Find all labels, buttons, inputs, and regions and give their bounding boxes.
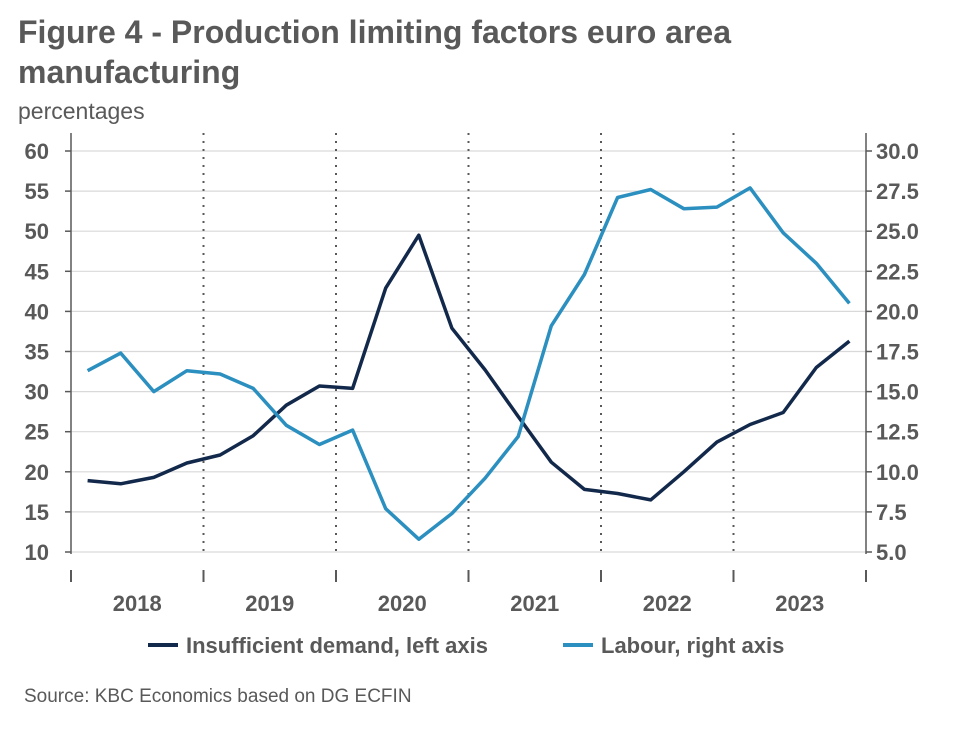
x-tick-label: 2023 (775, 591, 824, 616)
right-tick-label: 5.0 (876, 540, 907, 565)
axes (65, 133, 872, 582)
right-tick-label: 25.0 (876, 219, 919, 244)
right-tick-label: 30.0 (876, 139, 919, 164)
x-tick-label: 2022 (643, 591, 692, 616)
left-tick-label: 55 (25, 179, 49, 204)
right-tick-label: 10.0 (876, 460, 919, 485)
left-tick-label: 40 (25, 299, 49, 324)
x-tick-label: 2020 (378, 591, 427, 616)
legend: Insufficient demand, left axis Labour, ri… (148, 633, 784, 658)
chart-subtitle: percentages (18, 98, 145, 124)
series-line-demand (87, 233, 851, 502)
x-tick-label: 2021 (510, 591, 559, 616)
left-tick-label: 60 (25, 139, 49, 164)
x-tick-label: 2019 (245, 591, 294, 616)
left-tick-label: 15 (25, 500, 49, 525)
left-tick-label: 45 (25, 259, 49, 284)
right-tick-label: 15.0 (876, 380, 919, 405)
series-line-labour (86, 186, 851, 541)
source-note: Source: KBC Economics based on DG ECFIN (24, 686, 412, 707)
left-tick-label: 20 (25, 460, 49, 485)
right-tick-label: 20.0 (876, 299, 919, 324)
legend-label: Labour, right axis (601, 633, 784, 658)
left-tick-label: 35 (25, 340, 49, 365)
chart-title: Figure 4 - Production limiting factors e… (18, 14, 731, 90)
legend-label: Insufficient demand, left axis (186, 633, 488, 658)
x-axis-ticks: 2018 2019 2020 2021 2022 2023 (113, 591, 824, 616)
gridlines (71, 150, 866, 553)
right-tick-label: 22.5 (876, 259, 919, 284)
x-tick-label: 2018 (113, 591, 162, 616)
year-separators (202, 133, 735, 552)
left-tick-label: 10 (25, 540, 49, 565)
right-tick-label: 7.5 (876, 500, 907, 525)
left-tick-label: 25 (25, 420, 49, 445)
left-tick-label: 50 (25, 219, 49, 244)
right-axis-ticks: 30.0 27.5 25.0 22.5 20.0 17.5 15.0 12.5 10.0 7.5 5… (876, 139, 919, 565)
left-tick-label: 30 (25, 380, 49, 405)
series-lines (86, 186, 851, 541)
right-tick-label: 12.5 (876, 420, 919, 445)
left-axis-ticks: 60 55 50 45 40 35 30 25 20 15 10 (25, 139, 49, 565)
right-tick-label: 17.5 (876, 340, 919, 365)
right-tick-label: 27.5 (876, 179, 919, 204)
